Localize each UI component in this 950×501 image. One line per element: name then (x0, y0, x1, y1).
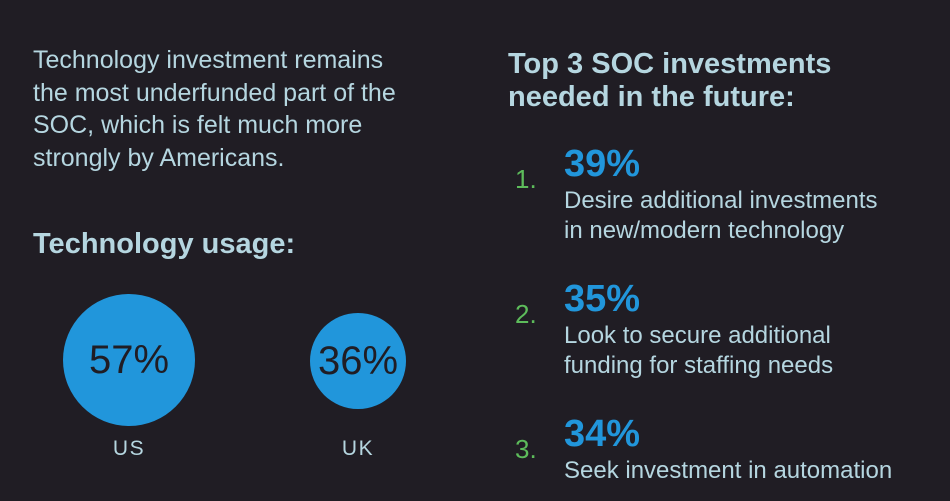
bubble-uk-value: 36% (317, 338, 399, 383)
rank-number: 1. (515, 164, 537, 194)
item-description: Seek investment in automation (564, 457, 893, 484)
item-percent: 34% (564, 413, 641, 455)
investment-list: 1. 39% Desire additional investments in … (512, 143, 942, 501)
bubble-us-label: US (112, 437, 146, 460)
rank-number: 3. (515, 434, 537, 464)
list-item: 2. 35% Look to secure additional funding… (512, 278, 942, 381)
item-description: Look to secure additional funding for st… (564, 322, 834, 379)
bubble-uk-label: UK (341, 437, 375, 460)
list-item: 3. 34% Seek investment in automation (512, 413, 942, 486)
top3-heading: Top 3 SOC investments needed in the futu… (508, 48, 832, 113)
list-item-body: 35% Look to secure additional funding fo… (564, 278, 833, 381)
usage-chart-title: Technology usage: (33, 228, 296, 260)
item-description: Desire additional investments in new/mod… (564, 187, 878, 244)
rank-number: 2. (515, 299, 537, 329)
bubble-us: 57% (63, 294, 195, 426)
item-percent: 35% (564, 278, 641, 320)
list-item-body: 34% Seek investment in automation (564, 413, 892, 486)
list-item: 1. 39% Desire additional investments in … (512, 143, 942, 246)
intro-text: Technology investment remains the most u… (33, 46, 396, 172)
bubble-uk: 36% (310, 313, 406, 409)
bubble-us-value: 57% (88, 337, 170, 382)
item-percent: 39% (564, 143, 641, 185)
list-item-body: 39% Desire additional investments in new… (564, 143, 878, 246)
